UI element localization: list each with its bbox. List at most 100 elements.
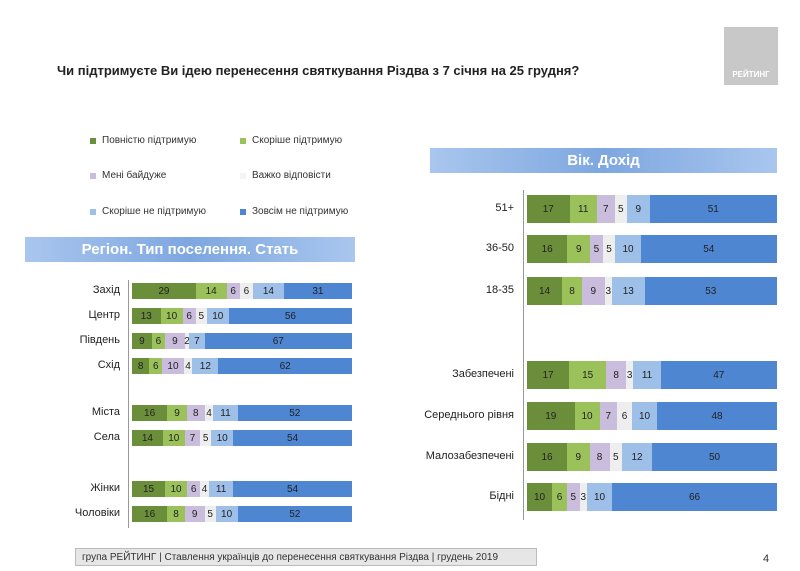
bar-segment: 15 [132,481,165,497]
y-axis [523,190,524,520]
bar-segment: 10 [160,308,183,324]
bar-segment: 10 [211,430,234,446]
bar-segment: 6 [149,358,163,374]
bar-segment: 7 [189,333,205,349]
bar-segment: 11 [633,361,661,389]
bar-segment: 5 [590,235,603,263]
legend-swatch [240,208,246,215]
category-label: Малозабезпечені [425,450,514,462]
category-label: Середнього рівня [424,409,514,421]
category-label: Бідні [489,490,514,502]
bar-segment: 6 [552,483,567,511]
bar-segment: 13 [132,308,161,324]
category-label: Південь [79,334,120,346]
bar-segment: 3 [626,361,634,389]
bar-segment: 54 [233,430,352,446]
bar-segment: 47 [660,361,777,389]
footer-text: група РЕЙТИНГ | Ставлення українців до п… [82,551,499,563]
bar-segment: 4 [183,358,193,374]
bar-segment: 2 [184,333,190,349]
bar-segment: 9 [165,333,185,349]
bar-segment: 16 [132,506,168,522]
bar-segment: 17 [527,361,570,389]
bar-segment: 54 [233,481,352,497]
category-label: 18-35 [485,284,514,296]
legend-swatch [90,208,96,215]
bar-segment: 53 [644,277,777,305]
bar-segment: 67 [204,333,352,349]
bar-segment: 8 [167,506,185,522]
logo-text: РЕЙТИНГ [732,70,770,79]
bar-segment: 8 [562,277,582,305]
rating-logo: РЕЙТИНГ [724,27,778,85]
bar-segment: 56 [228,308,352,324]
left-chart-title: Регіон. Тип поселення. Стать [25,237,355,262]
bar-segment: 9 [167,405,187,421]
bar-segment: 10 [162,358,184,374]
legend-item: Мені байдуже [90,170,166,181]
bar-segment: 31 [283,283,352,299]
bar-segment: 8 [187,405,205,421]
bar-segment: 6 [182,308,196,324]
bar-segment: 62 [218,358,352,374]
bar-segment: 17 [527,195,570,223]
bar-segment: 14 [527,277,562,305]
legend-label: Мені байдуже [102,170,167,181]
legend-swatch [240,172,246,179]
bar-segment: 10 [162,430,185,446]
bar-segment: 8 [606,361,626,389]
bar-segment: 5 [602,235,616,263]
page-number: 4 [763,553,770,565]
bar-segment: 5 [609,443,622,471]
bar-segment: 6 [151,333,165,349]
bar-segment: 16 [132,405,168,421]
bar-segment: 5 [200,430,212,446]
legend-label: Повністю підтримую [102,135,197,146]
bar-segment: 10 [632,402,657,430]
bar-segment: 9 [567,443,590,471]
bar-segment: 8 [132,358,150,374]
slide-title: Чи підтримуєте Ви ідею перенесення святк… [57,63,580,78]
bar-segment: 16 [527,443,567,471]
bar-segment: 16 [527,235,568,263]
bar-segment: 8 [589,443,610,471]
bar-segment: 3 [579,483,587,511]
bar-segment: 3 [604,277,612,305]
y-axis [128,280,129,528]
bar-segment: 7 [597,195,615,223]
bar-segment: 6 [187,481,201,497]
bar-segment: 48 [657,402,777,430]
bar-segment: 6 [226,283,240,299]
bar-segment: 5 [614,195,627,223]
bar-segment: 9 [627,195,650,223]
bar-segment: 4 [204,405,214,421]
bar-segment: 12 [622,443,652,471]
category-label: Захід [92,284,120,296]
legend-swatch [90,172,96,179]
bar-segment: 7 [599,402,617,430]
bar-segment: 5 [204,506,216,522]
category-label: Села [93,431,120,443]
bar-segment: 10 [527,483,552,511]
bar-segment: 50 [652,443,777,471]
legend-label: Важко відповісти [252,170,331,181]
bar-segment: 66 [612,483,777,511]
bar-segment: 11 [569,195,597,223]
bar-segment: 5 [567,483,580,511]
category-label: Центр [88,309,121,321]
bar-segment: 11 [213,405,238,421]
legend-item: Важко відповісти [240,170,331,181]
right-chart-title: Вік. Дохід [430,148,777,173]
category-label: 51+ [495,202,514,214]
category-label: Забезпечені [452,368,514,380]
bar-segment: 9 [184,506,205,522]
legend-label: Зовсім не підтримую [252,206,349,217]
bar-segment: 7 [184,430,201,446]
bar-segment: 52 [237,506,352,522]
bar-segment: 52 [237,405,352,421]
bar-segment: 9 [567,235,591,263]
bar-segment: 10 [215,506,238,522]
bar-segment: 14 [132,430,163,446]
category-label: Схід [97,359,120,371]
